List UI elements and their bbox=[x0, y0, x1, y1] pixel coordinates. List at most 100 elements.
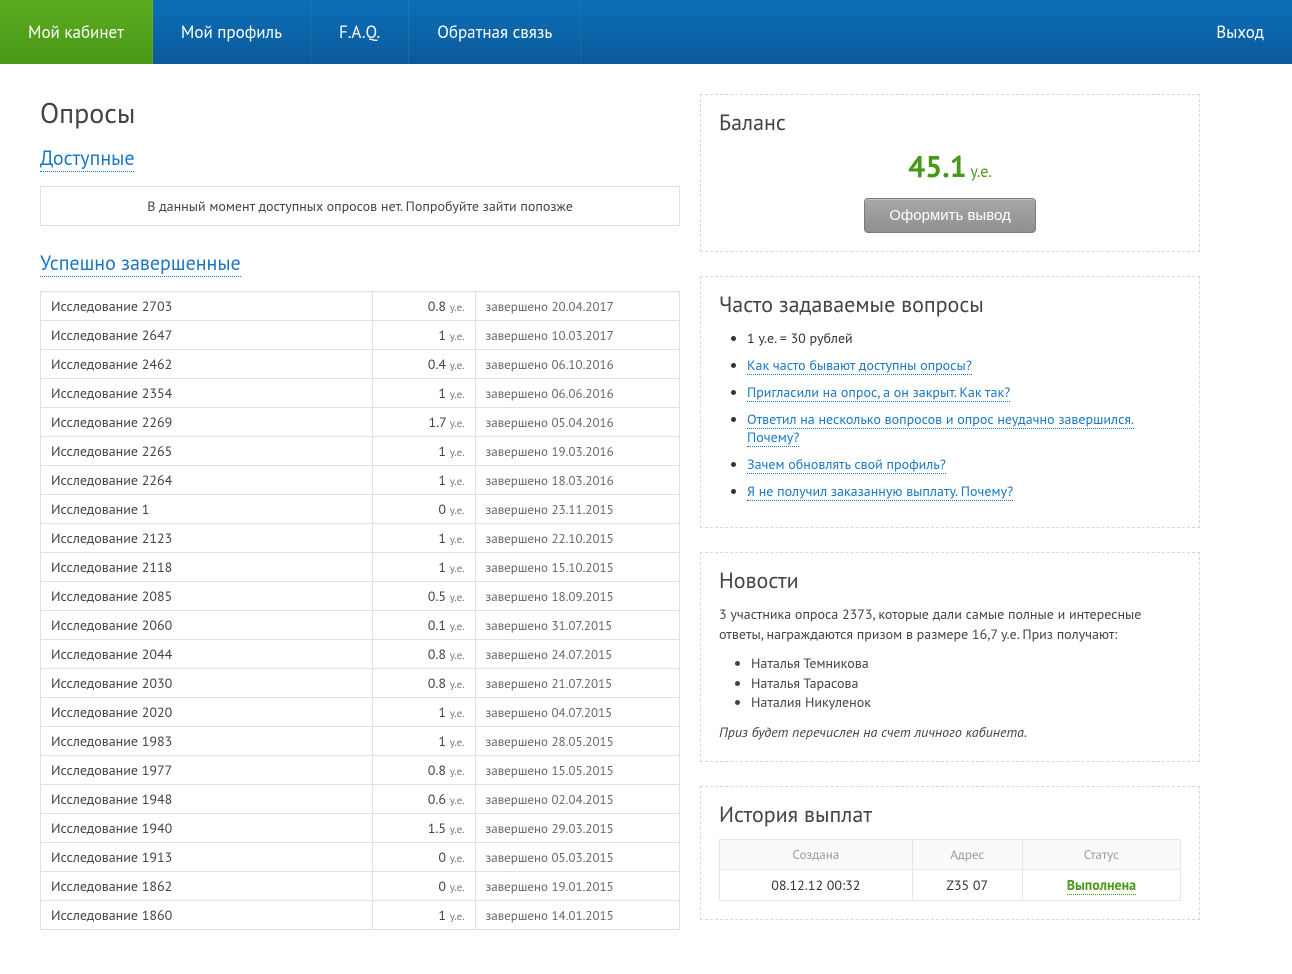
faq-item: Пригласили на опрос, а он закрыт. Как та… bbox=[747, 383, 1181, 401]
page-container: Опросы Доступные В данный момент доступн… bbox=[0, 64, 1292, 974]
survey-name: Исследование 2020 bbox=[41, 698, 373, 727]
survey-name: Исследование 2118 bbox=[41, 553, 373, 582]
survey-amount: 1.7 у.е. bbox=[373, 408, 475, 437]
survey-row: Исследование 21231 у.е.завершено 22.10.2… bbox=[41, 524, 680, 553]
survey-amount: 1 у.е. bbox=[373, 524, 475, 553]
news-winner: Наталия Никуленок bbox=[751, 693, 1181, 713]
side-column: Баланс 45.1 у.е. Оформить вывод Часто за… bbox=[700, 94, 1200, 944]
faq-link-0[interactable]: Как часто бывают доступны опросы? bbox=[747, 356, 972, 375]
survey-status: завершено 19.01.2015 bbox=[475, 872, 679, 901]
faq-title: Часто задаваемые вопросы bbox=[719, 291, 1181, 319]
survey-row: Исследование 21181 у.е.завершено 15.10.2… bbox=[41, 553, 680, 582]
payouts-table: СозданаАдресСтатус 08.12.12 00:32Z35 07В… bbox=[719, 839, 1181, 901]
nav-logout[interactable]: Выход bbox=[1188, 0, 1292, 64]
survey-amount: 1 у.е. bbox=[373, 553, 475, 582]
survey-name: Исследование 2264 bbox=[41, 466, 373, 495]
survey-name: Исследование 2462 bbox=[41, 350, 373, 379]
survey-row: Исследование 20600.1 у.е.завершено 31.07… bbox=[41, 611, 680, 640]
survey-name: Исследование 2703 bbox=[41, 292, 373, 321]
payout-row: 08.12.12 00:32Z35 07Выполнена bbox=[720, 869, 1181, 900]
survey-amount: 0 у.е. bbox=[373, 843, 475, 872]
survey-amount: 0 у.е. bbox=[373, 495, 475, 524]
survey-amount: 1 у.е. bbox=[373, 379, 475, 408]
survey-status: завершено 04.07.2015 bbox=[475, 698, 679, 727]
balance-panel: Баланс 45.1 у.е. Оформить вывод bbox=[700, 94, 1200, 252]
survey-status: завершено 10.03.2017 bbox=[475, 321, 679, 350]
survey-row: Исследование 24620.4 у.е.завершено 06.10… bbox=[41, 350, 680, 379]
available-heading[interactable]: Доступные bbox=[40, 145, 134, 172]
top-nav: Мой кабинетМой профильF.A.Q.Обратная свя… bbox=[0, 0, 1292, 64]
nav-item-3[interactable]: Обратная связь bbox=[409, 0, 581, 64]
faq-item: Как часто бывают доступны опросы? bbox=[747, 356, 1181, 374]
survey-name: Исследование 1862 bbox=[41, 872, 373, 901]
faq-link-2[interactable]: Ответил на несколько вопросов и опрос не… bbox=[747, 410, 1134, 447]
balance-amount: 45.1 у.е. bbox=[719, 147, 1181, 186]
balance-value: 45.1 bbox=[908, 147, 966, 186]
survey-amount: 1 у.е. bbox=[373, 466, 475, 495]
survey-amount: 0.8 у.е. bbox=[373, 640, 475, 669]
survey-name: Исследование 2085 bbox=[41, 582, 373, 611]
withdraw-button[interactable]: Оформить вывод bbox=[864, 198, 1036, 233]
survey-name: Исследование 2269 bbox=[41, 408, 373, 437]
nav-item-2[interactable]: F.A.Q. bbox=[311, 0, 409, 64]
news-title: Новости bbox=[719, 567, 1181, 595]
survey-status: завершено 24.07.2015 bbox=[475, 640, 679, 669]
survey-status: завершено 18.03.2016 bbox=[475, 466, 679, 495]
survey-status: завершено 20.04.2017 bbox=[475, 292, 679, 321]
survey-name: Исследование 1948 bbox=[41, 785, 373, 814]
survey-row: Исследование 26471 у.е.завершено 10.03.2… bbox=[41, 321, 680, 350]
survey-row: Исследование 19770.8 у.е.завершено 15.05… bbox=[41, 756, 680, 785]
survey-row: Исследование 18601 у.е.завершено 14.01.2… bbox=[41, 901, 680, 930]
survey-name: Исследование 1 bbox=[41, 495, 373, 524]
survey-row: Исследование 20300.8 у.е.завершено 21.07… bbox=[41, 669, 680, 698]
faq-link-4[interactable]: Я не получил заказанную выплату. Почему? bbox=[747, 482, 1013, 501]
survey-name: Исследование 1940 bbox=[41, 814, 373, 843]
survey-name: Исследование 2030 bbox=[41, 669, 373, 698]
survey-row: Исследование 18620 у.е.завершено 19.01.2… bbox=[41, 872, 680, 901]
survey-status: завершено 05.03.2015 bbox=[475, 843, 679, 872]
survey-row: Исследование 22691.7 у.е.завершено 05.04… bbox=[41, 408, 680, 437]
faq-link-1[interactable]: Пригласили на опрос, а он закрыт. Как та… bbox=[747, 383, 1010, 402]
survey-status: завершено 15.10.2015 bbox=[475, 553, 679, 582]
survey-row: Исследование 27030.8 у.е.завершено 20.04… bbox=[41, 292, 680, 321]
faq-list: 1 у.е. = 30 рублей Как часто бывают досту… bbox=[719, 329, 1181, 500]
survey-name: Исследование 1983 bbox=[41, 727, 373, 756]
survey-row: Исследование 20201 у.е.завершено 04.07.2… bbox=[41, 698, 680, 727]
nav-item-1[interactable]: Мой профиль bbox=[153, 0, 311, 64]
survey-name: Исследование 2265 bbox=[41, 437, 373, 466]
survey-row: Исследование 22641 у.е.завершено 18.03.2… bbox=[41, 466, 680, 495]
survey-amount: 1 у.е. bbox=[373, 437, 475, 466]
survey-row: Исследование 10 у.е.завершено 23.11.2015 bbox=[41, 495, 680, 524]
payout-status-cell: Выполнена bbox=[1022, 869, 1180, 900]
faq-link-3[interactable]: Зачем обновлять свой профиль? bbox=[747, 455, 946, 474]
survey-name: Исследование 1913 bbox=[41, 843, 373, 872]
survey-row: Исследование 23541 у.е.завершено 06.06.2… bbox=[41, 379, 680, 408]
survey-amount: 1 у.е. bbox=[373, 901, 475, 930]
news-winner: Наталья Темникова bbox=[751, 654, 1181, 674]
faq-item: Зачем обновлять свой профиль? bbox=[747, 455, 1181, 473]
news-winner: Наталья Тарасова bbox=[751, 674, 1181, 694]
payouts-title: История выплат bbox=[719, 801, 1181, 829]
survey-row: Исследование 19480.6 у.е.завершено 02.04… bbox=[41, 785, 680, 814]
news-winners-list: Наталья ТемниковаНаталья ТарасоваНаталия… bbox=[719, 654, 1181, 713]
nav-item-0[interactable]: Мой кабинет bbox=[0, 0, 153, 64]
faq-item: Ответил на несколько вопросов и опрос не… bbox=[747, 410, 1181, 446]
surveys-title: Опросы bbox=[40, 94, 680, 131]
survey-name: Исследование 2123 bbox=[41, 524, 373, 553]
payouts-col-1: Адрес bbox=[912, 839, 1022, 869]
payout-created: 08.12.12 00:32 bbox=[720, 869, 913, 900]
faq-item-plain: 1 у.е. = 30 рублей bbox=[747, 329, 1181, 347]
completed-surveys-table: Исследование 27030.8 у.е.завершено 20.04… bbox=[40, 291, 680, 930]
survey-status: завершено 06.06.2016 bbox=[475, 379, 679, 408]
survey-name: Исследование 2354 bbox=[41, 379, 373, 408]
survey-row: Исследование 19831 у.е.завершено 28.05.2… bbox=[41, 727, 680, 756]
payout-status[interactable]: Выполнена bbox=[1067, 876, 1136, 895]
survey-status: завершено 22.10.2015 bbox=[475, 524, 679, 553]
survey-status: завершено 05.04.2016 bbox=[475, 408, 679, 437]
survey-amount: 1.5 у.е. bbox=[373, 814, 475, 843]
survey-amount: 0.8 у.е. bbox=[373, 292, 475, 321]
faq-panel: Часто задаваемые вопросы 1 у.е. = 30 руб… bbox=[700, 276, 1200, 528]
completed-heading[interactable]: Успешно завершенные bbox=[40, 250, 241, 277]
survey-name: Исследование 2647 bbox=[41, 321, 373, 350]
survey-amount: 0.4 у.е. bbox=[373, 350, 475, 379]
